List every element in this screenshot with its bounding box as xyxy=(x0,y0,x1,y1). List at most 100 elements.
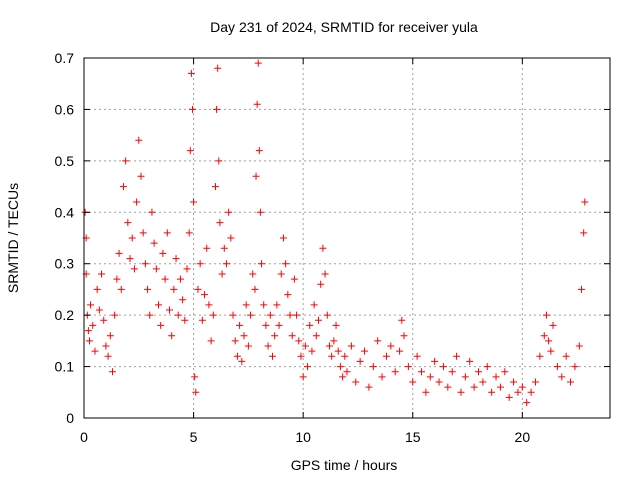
x-tick-label: 15 xyxy=(405,429,421,445)
data-point xyxy=(220,244,228,252)
data-point xyxy=(258,260,266,268)
data-point xyxy=(215,157,223,165)
data-point xyxy=(523,399,531,407)
data-point xyxy=(251,285,259,293)
data-point xyxy=(578,285,586,293)
data-point xyxy=(426,373,434,381)
data-point xyxy=(330,337,338,345)
data-point xyxy=(141,260,149,268)
data-point xyxy=(194,285,202,293)
data-point xyxy=(396,347,404,355)
data-point xyxy=(483,363,491,371)
data-point xyxy=(163,229,171,237)
data-point xyxy=(279,234,287,242)
data-point xyxy=(218,270,226,278)
data-point xyxy=(435,378,443,386)
data-point xyxy=(264,342,272,350)
data-point xyxy=(290,275,298,283)
data-point xyxy=(501,368,509,376)
y-tick-label: 0.7 xyxy=(55,50,75,66)
data-point xyxy=(418,368,426,376)
data-point xyxy=(404,363,412,371)
data-point xyxy=(93,285,101,293)
data-point xyxy=(319,244,327,252)
data-point xyxy=(159,249,167,257)
data-point xyxy=(470,383,478,391)
data-point xyxy=(356,357,364,365)
data-point xyxy=(336,363,344,371)
data-point xyxy=(400,332,408,340)
data-point xyxy=(448,368,456,376)
plot-frame xyxy=(83,57,611,419)
data-point xyxy=(244,342,252,350)
data-point xyxy=(111,311,119,319)
data-point xyxy=(453,352,461,360)
grid xyxy=(84,58,610,418)
axis-ticks: 0 0.1 0.2 0.3 0.4 0.5 0.6 0.7 0 5 10 15 20 xyxy=(55,50,610,445)
data-point xyxy=(571,363,579,371)
data-point xyxy=(334,347,342,355)
data-point xyxy=(262,321,270,329)
data-point xyxy=(148,208,156,216)
data-point xyxy=(247,311,255,319)
data-point xyxy=(505,393,513,401)
data-point xyxy=(117,285,125,293)
data-point xyxy=(87,301,95,309)
data-point xyxy=(271,332,279,340)
x-axis-title: GPS time / hours xyxy=(291,457,398,473)
x-tick-label: 0 xyxy=(80,429,88,445)
data-point xyxy=(249,270,257,278)
data-point xyxy=(301,342,309,350)
data-point xyxy=(128,234,136,242)
data-point xyxy=(229,311,237,319)
data-point xyxy=(545,337,553,345)
data-point xyxy=(567,378,575,386)
data-point xyxy=(240,332,248,340)
data-point xyxy=(293,311,301,319)
data-point xyxy=(282,260,290,268)
data-point xyxy=(581,198,589,206)
data-point xyxy=(183,265,191,273)
data-point xyxy=(152,265,160,273)
data-point xyxy=(457,388,465,396)
data-point xyxy=(108,368,116,376)
data-point xyxy=(343,368,351,376)
data-point xyxy=(575,342,583,350)
data-point xyxy=(391,368,399,376)
data-point xyxy=(192,388,200,396)
data-point xyxy=(213,105,221,113)
data-point xyxy=(89,321,97,329)
data-point xyxy=(306,321,314,329)
data-point xyxy=(227,234,235,242)
data-point xyxy=(277,270,285,278)
data-point xyxy=(312,332,320,340)
data-point xyxy=(100,316,108,324)
data-point xyxy=(85,337,93,345)
data-points xyxy=(81,59,589,407)
data-point xyxy=(161,275,169,283)
data-point xyxy=(115,249,123,257)
data-point xyxy=(514,388,522,396)
data-point xyxy=(299,373,307,381)
data-point xyxy=(205,301,213,309)
data-point xyxy=(135,136,143,144)
data-point xyxy=(185,229,193,237)
y-tick-label: 0.2 xyxy=(55,307,75,323)
data-point xyxy=(187,69,195,77)
y-tick-label: 0.4 xyxy=(55,204,75,220)
data-point xyxy=(332,321,340,329)
data-point xyxy=(196,260,204,268)
data-point xyxy=(150,239,158,247)
data-point xyxy=(104,352,112,360)
data-point xyxy=(106,332,114,340)
data-point xyxy=(562,352,570,360)
data-point xyxy=(212,183,219,191)
data-point xyxy=(181,316,189,324)
data-point xyxy=(275,321,283,329)
data-point xyxy=(553,363,561,371)
data-point xyxy=(518,383,526,391)
data-point xyxy=(341,352,349,360)
data-point xyxy=(369,363,377,371)
data-point xyxy=(378,373,386,381)
data-point xyxy=(216,219,224,227)
